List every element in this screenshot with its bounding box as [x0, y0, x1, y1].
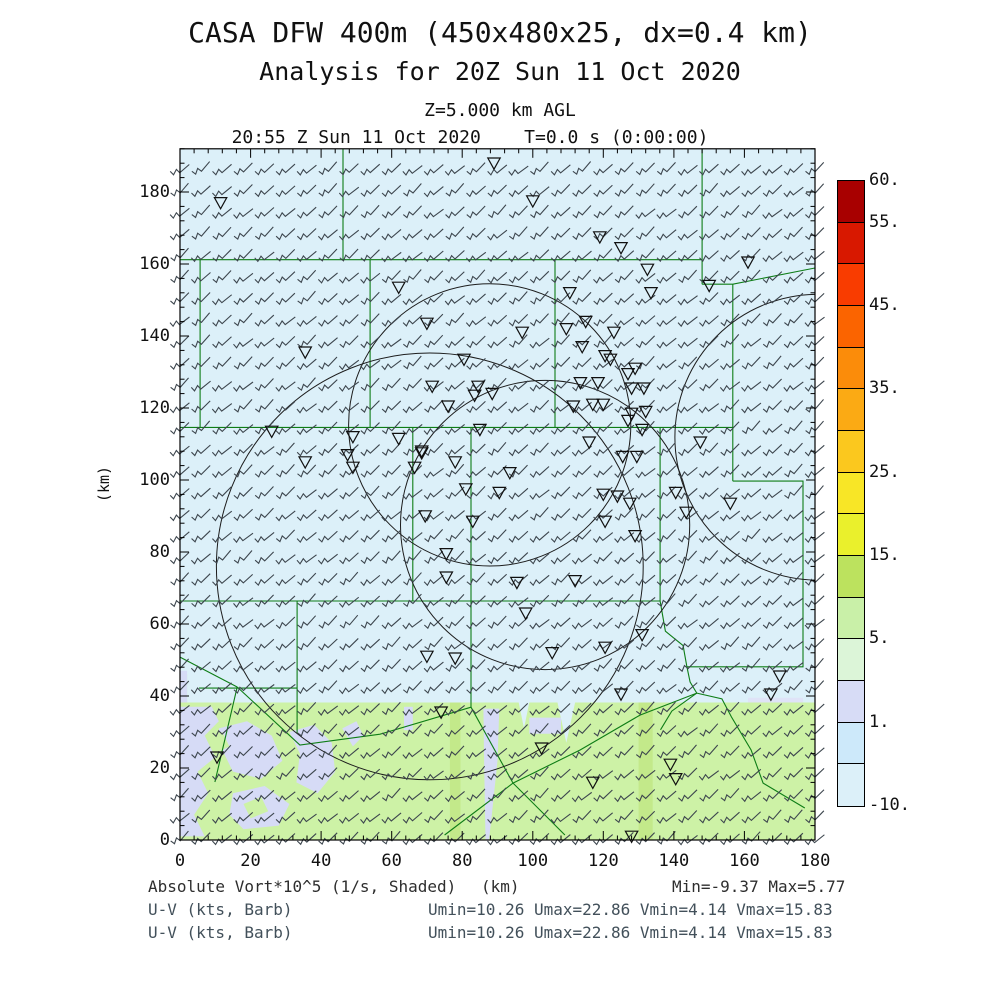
- radar-range-ring: [400, 379, 691, 671]
- colorbar-tick-label: 60.: [869, 170, 900, 190]
- map-clipped-layers: [180, 148, 815, 840]
- x-tick-label: 60: [381, 851, 402, 871]
- vorticity-region-streak-green-2: [638, 702, 653, 840]
- legend-wind-row2: U-V (kts, Barb): [148, 923, 293, 942]
- legend-field-minmax: Min=-9.37 Max=5.77: [672, 877, 846, 896]
- x-tick-label: 40: [310, 851, 332, 871]
- colorbar-cell: [838, 556, 864, 598]
- y-tick-label: 80: [149, 542, 170, 562]
- y-tick-label: 20: [149, 758, 170, 778]
- county-line: [236, 686, 472, 746]
- county-line: [686, 480, 804, 668]
- time-label: 20:55 Z Sun 11 Oct 2020 T=0.0 s (0:00:00…: [231, 127, 709, 148]
- page-subtitle: Analysis for 20Z Sun 11 Oct 2020: [259, 57, 741, 86]
- y-tick-label: 100: [139, 470, 170, 490]
- radar-range-ring: [348, 283, 632, 567]
- y-tick-label: 180: [139, 182, 170, 202]
- vorticity-region-strip-right-lav: [748, 697, 803, 703]
- vorticity-region-streak-green-1: [449, 702, 461, 840]
- colorbar-cell: [838, 639, 864, 681]
- colorbar-cell: [838, 306, 864, 348]
- colorbar-tick-label: 1.: [869, 711, 890, 732]
- x-tick-label: 140: [658, 851, 690, 871]
- colorbar-tick-label: 45.: [869, 295, 900, 315]
- y-tick-label: 120: [139, 398, 170, 418]
- x-tick-label: 160: [729, 851, 760, 871]
- y-tick-label: 40: [149, 686, 170, 706]
- level-label: Z=5.000 km AGL: [424, 100, 576, 121]
- x-tick-label: 0: [174, 851, 186, 871]
- vorticity-region-blue-wedge-1: [557, 702, 576, 743]
- y-tick-label: 140: [139, 326, 170, 346]
- x-tick-label: 20: [240, 851, 261, 871]
- colorbar-cell: [838, 347, 864, 390]
- x-tick-label: 80: [451, 851, 473, 871]
- radar-range-ring: [215, 352, 644, 781]
- map-canvas: [168, 148, 825, 846]
- vorticity-region-lav-small-2: [529, 717, 561, 734]
- axes-frame: [179, 148, 816, 841]
- x-tick-label: 120: [587, 851, 619, 871]
- colorbar-cell: [838, 264, 864, 306]
- vorticity-region-lav-small-1: [404, 706, 413, 731]
- colorbar-cell: [838, 472, 864, 515]
- colorbar-tick-label: 25.: [869, 461, 900, 482]
- y-axis-label: (km): [95, 465, 114, 503]
- county-line: [660, 692, 698, 731]
- colorbar-cell: [838, 181, 864, 223]
- colorbar-cell: [838, 389, 864, 431]
- county-line: [214, 686, 238, 783]
- colorbar-cell: [838, 431, 864, 473]
- colorbar: [837, 180, 865, 807]
- colorbar-tick-label: 35.: [869, 378, 900, 399]
- x-tick-label: 100: [517, 851, 549, 871]
- x-tick-label: 180: [799, 851, 831, 871]
- legend-wind-stats2: Umin=10.26 Umax=22.86 Vmin=4.14 Vmax=15.…: [428, 923, 833, 942]
- colorbar-cell: [838, 764, 864, 806]
- county-line: [659, 600, 698, 694]
- colorbar-tick-label: -10.: [869, 795, 910, 815]
- vorticity-region-green-patch-1: [208, 732, 230, 754]
- colorbar-tick-label: 5.: [869, 628, 890, 649]
- county-line: [470, 706, 566, 836]
- colorbar-tick-label: 15.: [869, 545, 900, 565]
- vorticity-region-lav-2: [218, 721, 283, 779]
- legend-shaded-field: Absolute Vort*10^5 (1/s, Shaded): [148, 877, 457, 896]
- legend-wind-row1: U-V (kts, Barb): [148, 900, 293, 919]
- vorticity-region-lav-streak: [483, 708, 500, 840]
- colorbar-cell: [838, 681, 864, 723]
- colorbar-tick-label: 55.: [869, 211, 900, 232]
- legend-wind-stats1: Umin=10.26 Umax=22.86 Vmin=4.14 Vmax=15.…: [428, 900, 833, 919]
- county-line: [696, 692, 806, 809]
- colorbar-cell: [838, 514, 864, 556]
- county-line: [180, 656, 238, 688]
- page-title: CASA DFW 400m (450x480x25, dx=0.4 km): [188, 16, 812, 49]
- colorbar-cell: [838, 722, 864, 765]
- radar-range-ring: [674, 293, 815, 581]
- y-tick-label: 160: [139, 254, 170, 274]
- vorticity-region-green-patch-2: [243, 796, 269, 819]
- colorbar-cell: [838, 222, 864, 265]
- y-tick-label: 60: [149, 614, 170, 634]
- x-axis-unit-label: (km): [481, 877, 520, 896]
- colorbar-cell: [838, 597, 864, 640]
- vorticity-region-lav-1: [180, 706, 219, 837]
- county-line: [444, 692, 697, 836]
- y-tick-label: 0: [159, 830, 170, 850]
